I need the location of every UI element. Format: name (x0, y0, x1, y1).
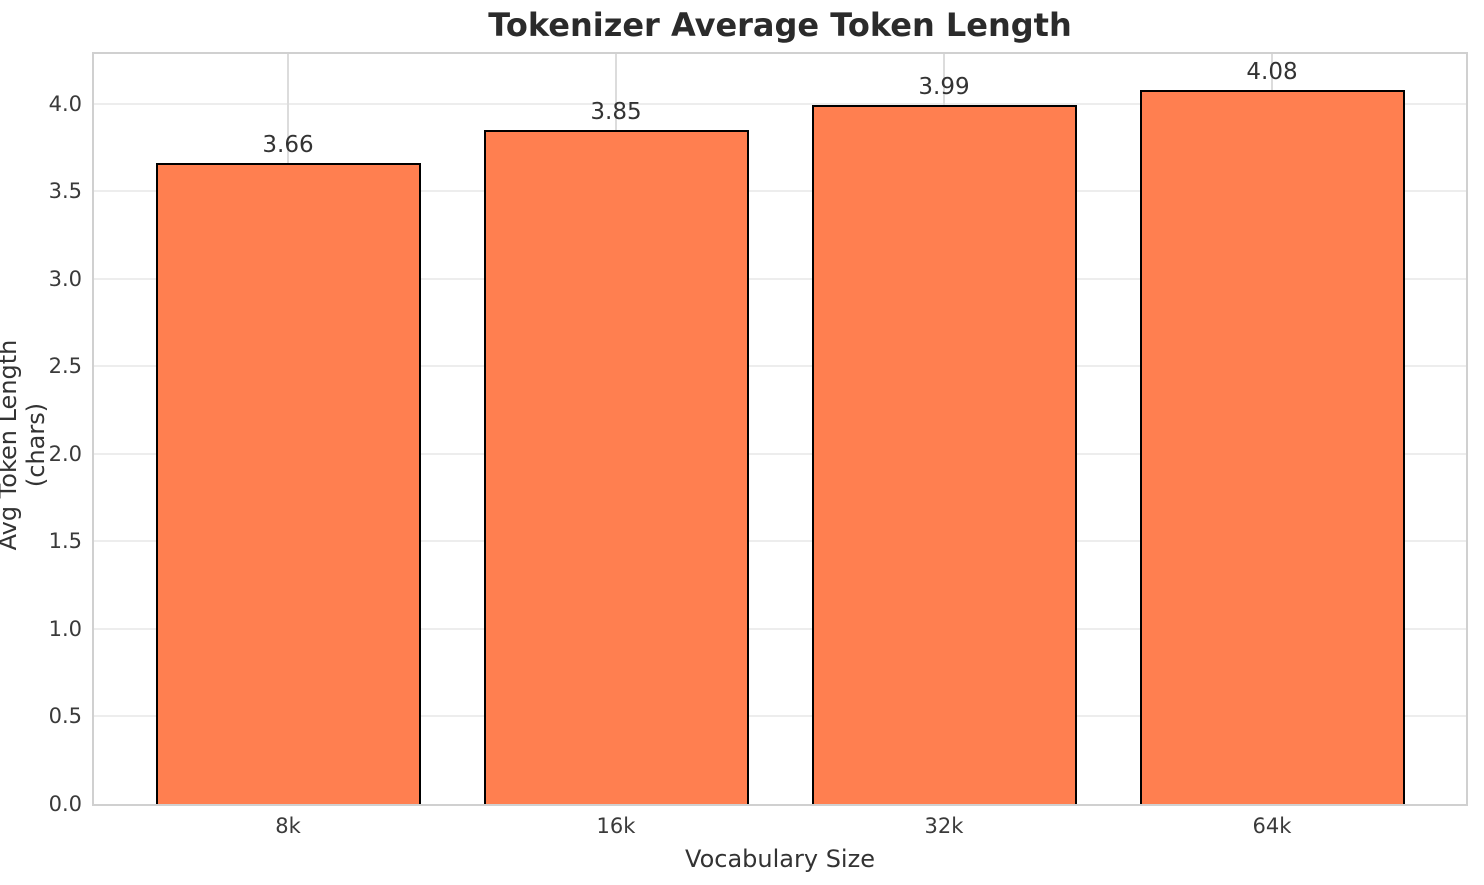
bar-value-label: 3.66 (262, 132, 314, 159)
bar-8k (155, 163, 421, 804)
h-gridline (94, 627, 1466, 630)
h-gridline (94, 190, 1466, 193)
bar-value-label: 3.85 (590, 98, 642, 125)
x-tick-label-16k: 16k (596, 814, 636, 838)
bar-value-label: 4.08 (1246, 58, 1298, 85)
h-gridline (94, 277, 1466, 280)
h-gridline (94, 365, 1466, 368)
h-gridline (94, 452, 1466, 455)
y-tick-label: 2.0 (48, 441, 82, 466)
y-tick-label: 3.5 (48, 179, 82, 204)
y-tick-label: 1.0 (48, 616, 82, 641)
x-axis-label: Vocabulary Size (685, 845, 875, 873)
h-gridline (94, 715, 1466, 718)
bar-64k (1139, 89, 1405, 804)
x-tick-label-32k: 32k (924, 814, 964, 838)
y-tick-label: 3.0 (48, 266, 82, 291)
x-tick-label-8k: 8k (275, 814, 301, 838)
plot-area: 3.66 3.85 3.99 4.08 (92, 52, 1468, 806)
h-gridline (94, 540, 1466, 543)
chart-title: Tokenizer Average Token Length (488, 6, 1072, 44)
bar-32k (811, 105, 1077, 804)
y-tick-label: 1.5 (48, 529, 82, 554)
y-tick-label: 0.5 (48, 704, 82, 729)
bar-16k (483, 129, 749, 804)
y-tick-label: 2.5 (48, 354, 82, 379)
x-tick-label-64k: 64k (1252, 814, 1292, 838)
y-tick-label: 0.0 (48, 792, 82, 816)
h-gridline (94, 102, 1466, 105)
y-tick-label: 4.0 (48, 91, 82, 116)
bar-value-label: 3.99 (918, 74, 970, 101)
